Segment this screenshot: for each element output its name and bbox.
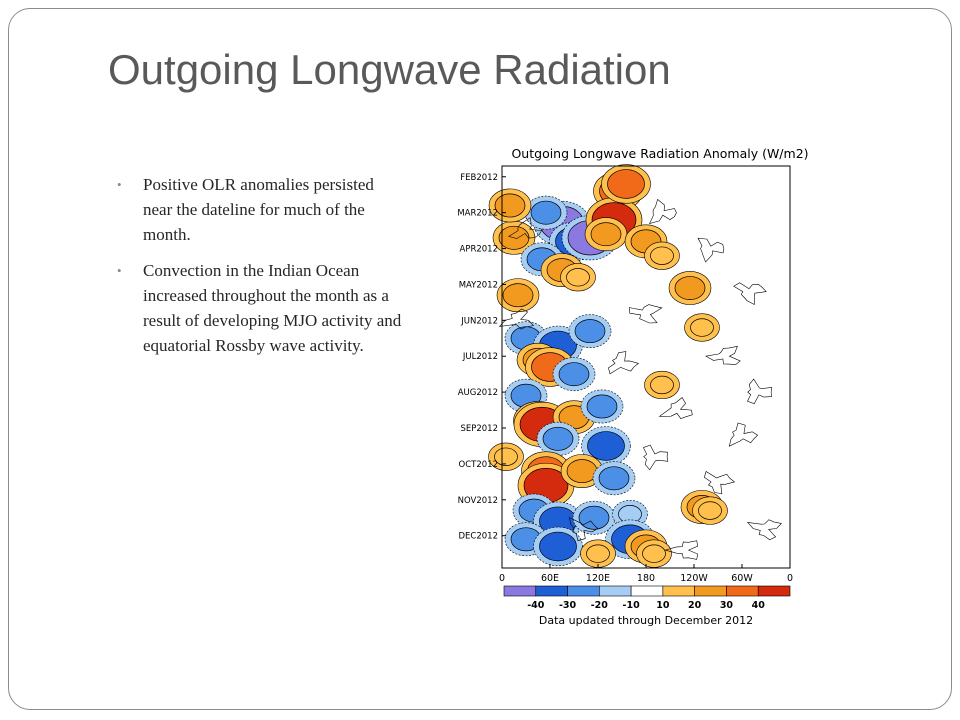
y-tick-label: FEB2012	[460, 173, 498, 183]
y-tick-label: APR2012	[460, 245, 498, 255]
anomaly-core	[494, 447, 518, 466]
anomaly-core	[566, 459, 598, 484]
anomaly-core	[642, 544, 666, 563]
y-tick-label: OCT2012	[459, 460, 498, 470]
anomaly-core	[698, 501, 722, 520]
bullet-text: Convection in the Indian Ocean increased…	[143, 261, 402, 355]
colorbar-swatch	[757, 585, 791, 597]
slide-frame	[8, 8, 952, 710]
x-tick-label: 180	[637, 573, 655, 584]
olr-anomaly-chart: Outgoing Longwave Radiation Anomaly (W/m…	[457, 146, 808, 627]
x-tick-label: 0	[787, 573, 793, 584]
y-tick-label: AUG2012	[458, 388, 498, 398]
x-tick-label: 0	[499, 573, 505, 584]
contour-line	[728, 422, 759, 447]
anomaly-field	[488, 164, 728, 568]
colorbar-label: -20	[591, 600, 609, 611]
anomaly-core	[674, 276, 706, 300]
bullet-dot-icon: •	[117, 263, 122, 278]
anomaly-core	[558, 362, 590, 387]
colorbar-label: 40	[752, 600, 766, 611]
contour-line	[658, 397, 693, 419]
anomaly-core	[574, 319, 606, 344]
x-tick-label: 60E	[541, 573, 559, 584]
anomaly-core	[650, 246, 674, 265]
chart-title: Outgoing Longwave Radiation Anomaly (W/m…	[511, 146, 808, 161]
contour-line	[733, 282, 767, 306]
y-tick-label: DEC2012	[459, 532, 498, 542]
bullet-list: • Positive OLR anomalies persisted near …	[112, 172, 402, 369]
chart-footnote: Data updated through December 2012	[539, 614, 753, 627]
colorbar-label: -40	[527, 600, 545, 611]
colorbar-swatch	[662, 585, 695, 597]
y-tick-label: JUN2012	[460, 316, 498, 326]
y-tick-label: JUL2012	[462, 352, 498, 362]
colorbar-label: 10	[656, 600, 670, 611]
anomaly-core	[650, 375, 674, 395]
x-tick-label: 120E	[586, 573, 610, 584]
x-axis: 0 60E 120E 180 120W 60W 0	[499, 564, 793, 584]
y-tick-label: SEP2012	[460, 424, 498, 434]
contour-line	[568, 516, 599, 542]
x-tick-label: 120W	[680, 573, 708, 584]
anomaly-core	[590, 222, 622, 247]
y-tick-label: MAR2012	[457, 209, 498, 219]
y-tick-label: NOV2012	[458, 496, 498, 506]
colorbar-swatch	[630, 585, 664, 597]
colorbar-label: -30	[559, 600, 577, 611]
slide-title: Outgoing Longwave Radiation	[108, 46, 671, 93]
bullet-dot-icon: •	[117, 177, 122, 192]
contour-line	[703, 471, 736, 495]
colorbar-label: 20	[688, 600, 702, 611]
bullet-item: • Convection in the Indian Ocean increas…	[112, 258, 402, 358]
anomaly-core	[530, 200, 562, 225]
contour-line	[628, 304, 663, 324]
anomaly-core	[690, 318, 714, 337]
colorbar-swatch	[567, 585, 600, 597]
anomaly-core	[542, 426, 574, 451]
anomaly-core	[502, 283, 534, 308]
bullet-item: • Positive OLR anomalies persisted near …	[112, 172, 402, 247]
colorbar-swatch	[535, 585, 568, 597]
colorbar-swatch	[503, 585, 537, 597]
contour-line	[746, 519, 782, 541]
anomaly-core	[586, 394, 618, 419]
anomaly-core	[578, 505, 610, 530]
anomaly-core	[566, 268, 590, 287]
zero-contour-lines	[498, 198, 782, 560]
contour-line	[747, 378, 773, 405]
colorbar-label: 30	[720, 600, 734, 611]
contour-line	[705, 345, 741, 365]
anomaly-core	[494, 193, 526, 218]
anomaly-core	[587, 431, 625, 461]
anomaly-core	[598, 466, 630, 491]
contour-line	[608, 351, 640, 375]
x-tick-label: 60W	[731, 573, 753, 584]
bullet-text: Positive OLR anomalies persisted near th…	[143, 175, 374, 244]
contour-line	[507, 217, 543, 239]
colorbar-label: -10	[623, 600, 641, 611]
contour-line	[642, 444, 669, 471]
colorbar-swatch	[599, 585, 632, 597]
colorbar-swatch	[694, 585, 727, 597]
anomaly-core	[586, 544, 610, 563]
contour-line	[664, 540, 699, 560]
anomaly-core	[607, 169, 645, 199]
colorbar-swatch	[726, 585, 759, 597]
anomaly-core	[539, 531, 577, 562]
contour-line	[649, 198, 677, 224]
y-axis: FEB2012 MAR2012 APR2012 MAY2012 JUN2012 JUL20…	[457, 173, 506, 542]
contour-line	[697, 237, 725, 263]
y-tick-label: MAY2012	[459, 280, 498, 290]
colorbar: -40 -30 -20 -10 10 20 30 40	[503, 585, 791, 611]
